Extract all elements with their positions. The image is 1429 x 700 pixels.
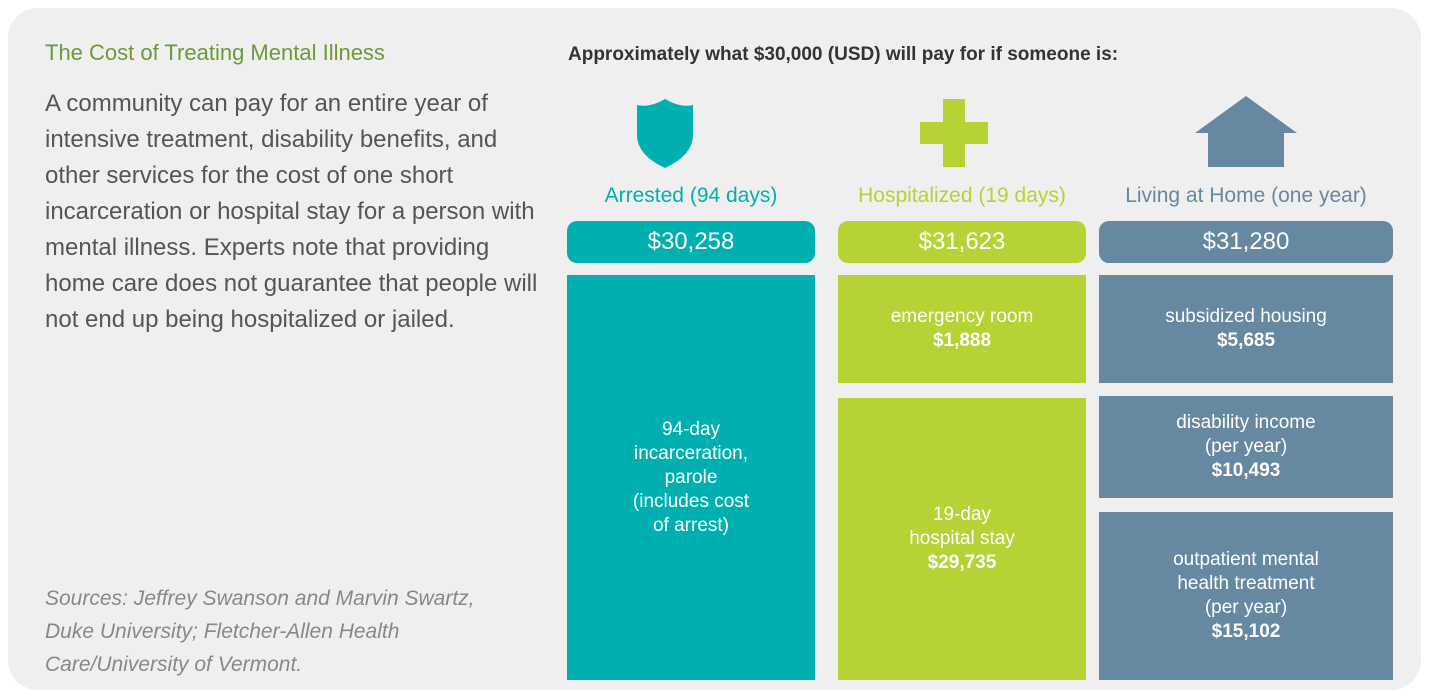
segment-label: health treatment [1177, 573, 1315, 594]
column-label: Hospitalized (19 days) [858, 184, 1066, 207]
segment-label: (includes cost [632, 490, 750, 512]
segment-label: emergency room [890, 306, 1034, 327]
cost-segment: subsidized housing $5,685 [1099, 275, 1393, 383]
segment-label: outpatient mental [1173, 549, 1319, 570]
segment-label: of arrest) [652, 514, 730, 536]
column-total: $30,258 [567, 221, 815, 263]
cost-segment: disability income (per year) $10,493 [1099, 396, 1393, 498]
column-total: $31,623 [838, 221, 1086, 263]
segment-label: 19-day [932, 504, 992, 525]
segment-amount: $29,735 [927, 552, 997, 573]
intro-title: The Cost of Treating Mental Illness [45, 40, 385, 65]
segment-label: subsidized housing [1165, 306, 1327, 327]
segment-label: disability income [1176, 412, 1316, 433]
heading: Approximately what $30,000 (USD) will pa… [568, 44, 1119, 65]
cost-segment: outpatient mental health treatment (per ye… [1099, 512, 1393, 680]
cross-icon [920, 99, 988, 167]
segment-amount: $10,493 [1211, 460, 1281, 481]
house-icon [1195, 96, 1297, 167]
column-label: Living at Home (one year) [1125, 184, 1367, 207]
cost-segment: emergency room $1,888 [838, 275, 1086, 383]
segment-amount: $15,102 [1211, 621, 1281, 642]
column-label: Arrested (94 days) [604, 184, 778, 207]
cost-segment: 19-day hospital stay $29,735 [838, 398, 1086, 680]
column-total: $31,280 [1099, 221, 1393, 263]
segment-label: incarceration, [633, 442, 749, 464]
shield-icon [637, 99, 693, 168]
segment-label: 94-day [661, 418, 721, 440]
segment-label: hospital stay [909, 528, 1015, 549]
segment-amount: $5,685 [1216, 330, 1276, 351]
sources: Sources: Jeffrey Swanson and Marvin Swar… [45, 587, 475, 676]
segment-amount: $1,888 [932, 330, 992, 351]
segment-label: parole [664, 466, 718, 488]
cost-segment: 94-day incarceration, parole (includes cost… [567, 275, 815, 680]
segment-label: (per year) [1204, 597, 1288, 618]
segment-label: (per year) [1204, 436, 1288, 457]
intro-body: A community can pay for an entire year o… [45, 90, 538, 333]
